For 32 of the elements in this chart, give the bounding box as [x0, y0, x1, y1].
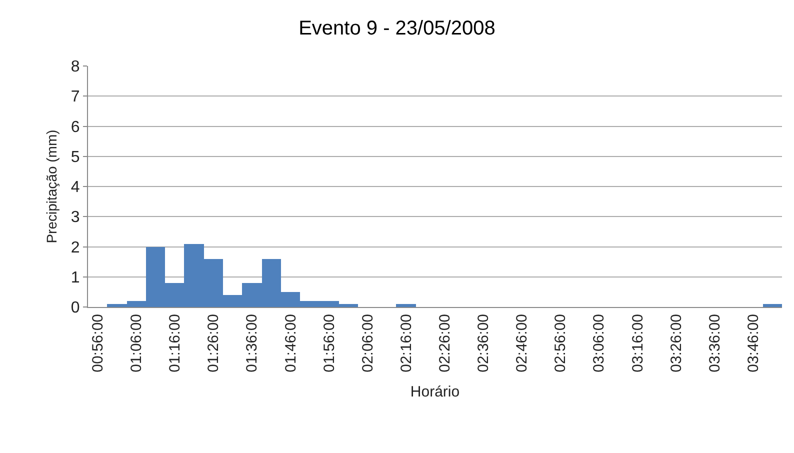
y-axis-title: Precipitação (mm) — [43, 130, 60, 244]
bar — [396, 304, 416, 307]
x-tick-label: 01:16:00 — [166, 314, 184, 372]
x-tick-label: 03:36:00 — [706, 314, 724, 372]
y-tick-label: 0 — [70, 300, 80, 317]
y-tick-label: 6 — [70, 118, 80, 136]
y-tick-label: 2 — [70, 239, 80, 256]
x-tick-label: 01:26:00 — [205, 314, 222, 372]
y-tick-label: 4 — [70, 179, 80, 196]
chart-title: Evento 9 - 23/05/2008 — [298, 17, 496, 40]
y-tick-label: 3 — [70, 209, 80, 226]
x-tick-label: 01:46:00 — [282, 314, 300, 372]
x-tick-label: 02:26:00 — [436, 314, 454, 372]
x-tick-label: 00:56:00 — [90, 314, 107, 372]
x-tick-label: 02:36:00 — [475, 314, 492, 372]
x-tick-label: 01:56:00 — [320, 314, 338, 372]
x-axis-title: Horário — [410, 383, 460, 400]
bar — [763, 304, 782, 307]
y-tick-label: 5 — [70, 148, 80, 166]
x-tick-label: 01:06:00 — [128, 314, 146, 372]
x-tick-label: 03:06:00 — [590, 314, 608, 372]
x-tick-label: 02:06:00 — [359, 314, 376, 372]
x-tick-label: 03:16:00 — [629, 314, 646, 372]
x-tick-label: 02:16:00 — [398, 314, 415, 372]
x-tick-label: 03:46:00 — [744, 314, 762, 372]
y-tick-label: 8 — [70, 58, 80, 76]
y-tick-label: 1 — [70, 269, 80, 286]
y-tick-label: 7 — [70, 88, 80, 106]
x-tick-label: 02:46:00 — [514, 314, 531, 372]
x-tick-label: 03:26:00 — [668, 314, 685, 372]
x-tick-label: 02:56:00 — [552, 314, 570, 372]
x-tick-label: 01:36:00 — [244, 314, 261, 372]
